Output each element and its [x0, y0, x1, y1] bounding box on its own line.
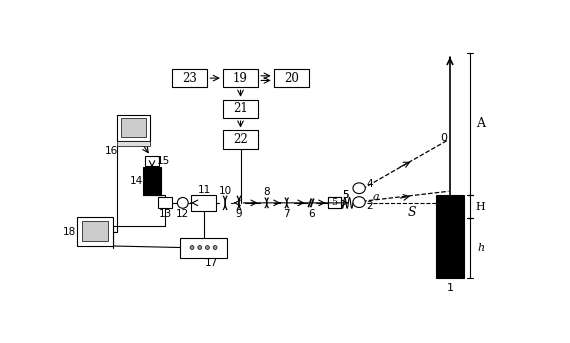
Bar — [192, 195, 216, 211]
Text: 5: 5 — [342, 190, 348, 200]
Text: 21: 21 — [233, 103, 248, 116]
Text: 12: 12 — [176, 209, 189, 218]
Circle shape — [213, 246, 217, 249]
Text: A: A — [477, 117, 485, 130]
Text: 9: 9 — [235, 210, 242, 220]
Ellipse shape — [353, 197, 365, 208]
Text: 6: 6 — [308, 209, 315, 218]
Text: H: H — [476, 202, 486, 212]
Bar — [117, 115, 150, 141]
Text: 11: 11 — [198, 185, 211, 195]
Text: 18: 18 — [63, 227, 76, 237]
Text: 10: 10 — [218, 186, 231, 196]
Text: 0: 0 — [440, 133, 447, 143]
Circle shape — [177, 198, 188, 208]
Bar — [117, 141, 150, 146]
Text: 20: 20 — [284, 72, 299, 85]
Circle shape — [206, 246, 209, 249]
Text: 22: 22 — [233, 133, 248, 146]
Bar — [328, 198, 341, 208]
Bar — [172, 69, 207, 87]
Text: 8: 8 — [263, 187, 270, 197]
Bar — [158, 198, 172, 208]
Bar — [145, 155, 159, 166]
Text: a: a — [373, 192, 380, 202]
Text: 15: 15 — [157, 155, 170, 166]
Text: 2: 2 — [367, 201, 373, 211]
Text: 17: 17 — [205, 258, 218, 268]
Circle shape — [190, 246, 194, 249]
Text: 13: 13 — [158, 209, 172, 218]
Bar — [223, 130, 258, 149]
Bar — [223, 69, 258, 87]
Text: 19: 19 — [233, 72, 248, 85]
Text: 1: 1 — [446, 283, 454, 293]
Bar — [142, 167, 161, 195]
Text: 7: 7 — [283, 209, 290, 218]
Text: h: h — [477, 244, 484, 253]
Text: 5: 5 — [331, 198, 337, 208]
Text: 14: 14 — [130, 176, 143, 186]
Bar — [223, 100, 258, 118]
Text: S: S — [407, 205, 416, 218]
Bar — [436, 195, 464, 278]
Bar — [181, 237, 227, 258]
Text: 4: 4 — [367, 179, 373, 189]
Text: 23: 23 — [182, 72, 197, 85]
Bar — [274, 69, 309, 87]
Bar — [82, 221, 108, 241]
Bar — [121, 118, 146, 137]
Ellipse shape — [353, 183, 365, 193]
Text: 16: 16 — [104, 145, 118, 155]
Bar — [328, 198, 341, 208]
Text: 5: 5 — [342, 190, 349, 200]
Circle shape — [198, 246, 202, 249]
Bar — [78, 217, 113, 246]
